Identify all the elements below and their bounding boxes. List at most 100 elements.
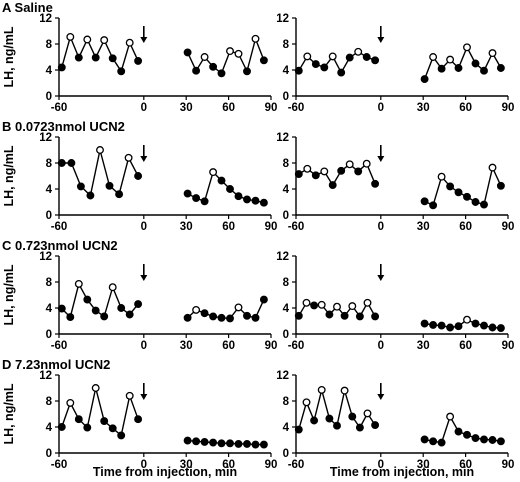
- panel-a-right-post-point: [446, 55, 455, 64]
- panel-a-left-pre-point: [125, 38, 134, 47]
- panel-c-y-axis-label: LH, ng/mL: [2, 264, 16, 325]
- panel-a-left-x-tick-label: 0: [141, 102, 147, 114]
- panel-a-right-pre-point: [303, 52, 312, 61]
- panel-d-right-post-point: [488, 436, 497, 444]
- panel-b-right-pre-point: [354, 167, 363, 176]
- panel-b-left-post-point: [192, 194, 201, 203]
- panel-c-left-x-tick-label: 90: [265, 340, 278, 352]
- panel-c-right-x-tick-label: 90: [502, 340, 515, 352]
- panel-d-left-post-point: [209, 438, 218, 447]
- panel-d-left-pre-point: [117, 431, 126, 440]
- panel-b-right-pre-line: [298, 162, 376, 187]
- panel-a-right-x-tick-label: -60: [288, 102, 305, 114]
- panel-b-left-pre-point: [96, 146, 104, 154]
- panel-a-right-y-tick-label: 12: [276, 13, 289, 25]
- panel-a-right-post-point: [471, 59, 480, 68]
- panel-a-left-y-tick-label: 4: [46, 65, 53, 77]
- panel-a-right-pre-point: [337, 68, 346, 77]
- panel-b-right-injection-arrow-head: [377, 156, 385, 162]
- panel-b-left-pre-point: [124, 153, 133, 162]
- panel-c-right-pre-point: [333, 302, 341, 311]
- panel-d-right-post-point: [480, 435, 488, 444]
- panel-c-right-post-point: [488, 323, 497, 332]
- panel-b-left-pre-point: [76, 182, 85, 191]
- panel-a-right-post-point: [437, 64, 446, 73]
- panel-a-right-post-point: [420, 75, 429, 84]
- panel-c-right-post-point: [454, 322, 463, 331]
- panel-d-left-pre-point: [74, 415, 83, 424]
- panel-a-right-post-line: [423, 45, 502, 80]
- panel-b-right-post-point: [488, 163, 497, 172]
- panel-a-left-y-tick-label: 8: [46, 39, 53, 51]
- panel-b-right-post-point: [496, 181, 505, 190]
- panel-a-left-x-tick-label: 30: [180, 102, 193, 114]
- panel-c-left-pre-point: [100, 312, 109, 321]
- panel-d-left-post-point: [243, 439, 251, 448]
- panel-d-right-x-tick-label: -60: [288, 459, 305, 471]
- panel-c-left-post-point: [251, 313, 260, 322]
- panel-b-right-y-tick-label: 12: [276, 132, 289, 144]
- panel-d-left-injection-arrow-head: [140, 394, 148, 400]
- panel-d-left-post-point: [234, 439, 243, 448]
- panel-c-title: C 0.723nmol UCN2: [2, 238, 118, 253]
- panel-b-y-axis-label: LH, ng/mL: [2, 145, 16, 206]
- panel-c-left-post-line: [187, 299, 265, 320]
- panel-b-left-post-point: [200, 197, 209, 206]
- panel-a-left-pre-point: [134, 56, 143, 65]
- panel-d-left-post-point: [217, 439, 226, 448]
- panel-b-right-post-line: [424, 165, 502, 207]
- panel-b-left-post-point: [209, 168, 218, 177]
- panel-a-left-x-tick-label: 60: [222, 102, 235, 114]
- panel-c-right-pre-point: [317, 300, 326, 309]
- panel-a-left-pre-point: [117, 67, 126, 76]
- panel-c-left-y-tick-label: 8: [46, 277, 53, 289]
- panel-b-right-post-point: [480, 200, 488, 209]
- panel-b-left-y-tick-label: 0: [46, 210, 52, 222]
- panel-c-right-y-tick-label: 0: [283, 329, 289, 341]
- panel-d-left-post-point: [200, 437, 209, 446]
- panel-d-right-pre-point: [340, 386, 349, 395]
- panel-d-left-x-tick-label: 60: [222, 459, 235, 471]
- panel-a-left-pre-point: [100, 36, 109, 45]
- panel-a-left-y-tick-label: 0: [46, 91, 52, 103]
- panel-a-right-y-tick-label: 4: [283, 65, 290, 77]
- panel-a-left-post-point: [192, 66, 201, 75]
- panel-a-right-pre-point: [328, 52, 337, 61]
- panel-d-right-y-tick-label: 4: [283, 422, 290, 434]
- panel-a-left-x-tick-label: 90: [265, 102, 278, 114]
- panel-b-right-pre-point: [303, 164, 312, 173]
- panel-c-right-y-tick-label: 12: [276, 251, 289, 263]
- panel-d-right-pre-point: [363, 409, 372, 418]
- panel-a-right-pre-point: [371, 56, 380, 65]
- panel-c-left-pre-line: [61, 281, 139, 319]
- panel-a-right-y-tick-label: 0: [283, 91, 289, 103]
- panel-b-left-pre-point: [134, 172, 143, 180]
- panel-a-right-pre-point: [320, 63, 329, 72]
- panel-b-left-post-point: [183, 189, 192, 198]
- panel-b-right-pre-point: [320, 167, 329, 176]
- panel-b-left-x-tick-label: 60: [222, 221, 235, 233]
- panel-b-left-injection-arrow-head: [140, 156, 148, 162]
- panel-d-left-post-point: [259, 440, 268, 449]
- panel-d-right-post-point: [420, 435, 429, 444]
- panel-d-left-y-tick-label: 8: [46, 396, 53, 408]
- panel-b-right-pre-point: [345, 160, 354, 169]
- panel-a-right-x-tick-label: 0: [378, 102, 384, 114]
- panel-c-left-post-point: [192, 305, 201, 314]
- panel-a-left-post-line: [186, 36, 265, 75]
- panel-a-left-pre-point: [57, 63, 66, 72]
- panel-c-left-post-point: [226, 314, 234, 323]
- panel-c-right-pre-point: [348, 302, 357, 311]
- panel-b-left-pre-point: [57, 159, 66, 167]
- panel-b-left-pre-point: [86, 191, 95, 200]
- panel-b-left-y-tick-label: 8: [46, 158, 53, 170]
- panel-b-right-post-point: [446, 182, 455, 191]
- panel-b-right-pre-point: [362, 159, 371, 168]
- panel-c-right-pre-point: [302, 298, 311, 307]
